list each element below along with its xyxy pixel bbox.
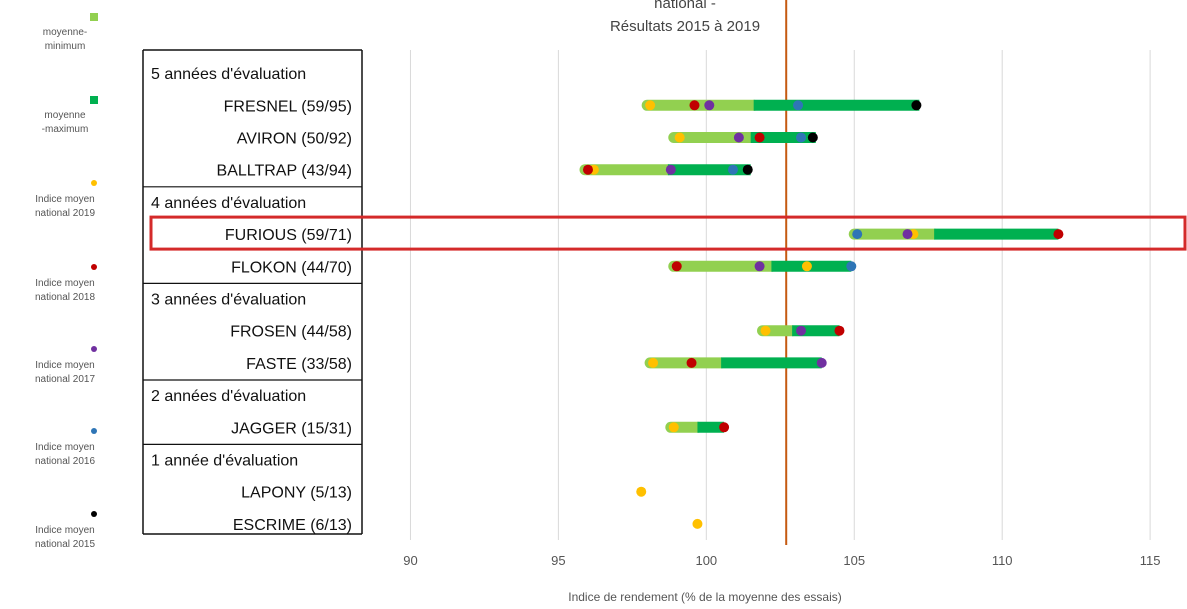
dot-2018: [754, 132, 765, 143]
group-header-label: 5 années d'évaluation: [151, 66, 306, 83]
dot-2019: [648, 357, 659, 368]
legend-label: Indice moyen national 2018: [0, 277, 130, 305]
row-label: JAGGER (15/31): [231, 420, 352, 437]
dot-2019: [692, 518, 703, 529]
legend-swatch: [90, 13, 98, 21]
legend-swatch: [91, 180, 97, 186]
dot-2018: [686, 357, 697, 368]
dot-2017: [902, 229, 913, 240]
legend-label-line1: Indice moyen: [35, 525, 95, 536]
row-label: FLOKON (44/70): [231, 259, 352, 276]
row-label: BALLTRAP (43/94): [217, 163, 352, 180]
legend-swatch: [91, 511, 97, 517]
legend-label-line2: national 2018: [34, 292, 96, 303]
dot-2017: [665, 164, 676, 175]
x-tick-label: 90: [403, 553, 417, 568]
x-tick-label: 110: [992, 553, 1013, 568]
row-label: AVIRON (50/92): [237, 131, 352, 148]
legend-label: Indice moyen national 2016: [0, 441, 130, 469]
x-tick-label: 95: [551, 553, 565, 568]
dot-2018: [689, 100, 700, 111]
group-header-label: 3 années d'évaluation: [151, 292, 306, 309]
dot-2018: [671, 261, 682, 272]
legend-label: Indice moyen national 2017: [0, 359, 130, 387]
dot-2016: [852, 229, 863, 240]
legend-label: moyenne-minimum: [0, 26, 130, 54]
group-header-label: 1 année d'évaluation: [151, 453, 298, 470]
legend-label-line2: national 2015: [34, 539, 96, 550]
group-header-label: 4 années d'évaluation: [151, 195, 306, 212]
legend-label-line2: national 2016: [34, 456, 96, 467]
legend-label-line2: minimum: [44, 41, 86, 52]
dot-2019: [674, 132, 685, 143]
legend-label-line2: -maximum: [41, 124, 89, 135]
highlight-box: [149, 215, 1187, 251]
legend-label-line2: national 2019: [34, 208, 96, 219]
chart-title-line1: national -: [654, 0, 716, 12]
dot-2019: [760, 325, 771, 336]
dot-2016: [796, 132, 807, 143]
x-tick-label: 105: [843, 553, 865, 568]
dot-2019: [636, 486, 647, 497]
dot-2016: [846, 261, 857, 272]
row-label: FURIOUS (59/71): [225, 227, 352, 244]
dot-2018: [834, 325, 845, 336]
dot-2019: [645, 100, 656, 111]
dot-2017: [704, 100, 715, 111]
legend-label: Indice moyen national 2019: [0, 193, 130, 221]
dot-2017: [796, 325, 807, 336]
dot-2018: [1053, 229, 1064, 240]
x-axis-label: Indice de rendement (% de la moyenne des…: [568, 590, 842, 604]
legend-label-line2: national 2017: [34, 374, 96, 385]
legend-label-line1: moyenne: [44, 110, 86, 121]
legend-label: moyenne -maximum: [0, 109, 130, 137]
dot-2019: [668, 422, 679, 433]
dot-2017: [733, 132, 744, 143]
x-tick-label: 100: [695, 553, 717, 568]
legend-swatch: [90, 96, 98, 104]
legend-swatch: [91, 264, 97, 270]
legend-label-line1: moyenne-: [42, 27, 88, 38]
group-header-label: 2 années d'évaluation: [151, 388, 306, 405]
dot-2018: [719, 422, 730, 433]
dot-2016: [793, 100, 804, 111]
x-tick-label: 115: [1140, 553, 1161, 568]
row-label: FASTE (33/58): [246, 356, 352, 373]
dot-2015: [911, 100, 922, 111]
dot-2015: [742, 164, 753, 175]
row-label: FROSEN (44/58): [230, 324, 352, 341]
legend-label-line1: Indice moyen: [35, 194, 95, 205]
row-label: LAPONY (5/13): [241, 485, 352, 502]
legend-swatch: [91, 346, 97, 352]
dot-2017: [754, 261, 765, 272]
row-label: ESCRIME (6/13): [233, 517, 352, 534]
dot-2015: [807, 132, 818, 143]
row-label: FRESNEL (59/95): [224, 98, 352, 115]
chart-title-line2: Résultats 2015 à 2019: [609, 18, 761, 35]
legend-label: Indice moyen national 2015: [0, 524, 130, 552]
dot-2017: [816, 357, 827, 368]
legend-label-line1: Indice moyen: [35, 360, 95, 371]
legend-swatch: [91, 428, 97, 434]
legend-label-line1: Indice moyen: [35, 278, 95, 289]
legend-label-line1: Indice moyen: [35, 442, 95, 453]
dot-2019: [801, 261, 812, 272]
dot-2018: [582, 164, 593, 175]
dot-2016: [727, 164, 738, 175]
